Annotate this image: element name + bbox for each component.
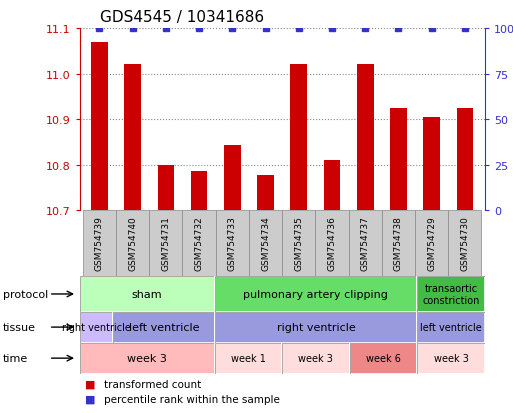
Text: GSM754729: GSM754729 bbox=[427, 215, 436, 270]
Bar bbox=[282, 343, 350, 374]
Bar bbox=[91, 43, 108, 211]
Bar bbox=[214, 343, 282, 374]
Bar bbox=[80, 343, 214, 374]
Bar bbox=[457, 108, 473, 211]
Bar bbox=[124, 65, 141, 211]
Text: GSM754730: GSM754730 bbox=[460, 215, 469, 270]
Bar bbox=[350, 343, 417, 374]
Bar bbox=[282, 343, 350, 374]
Text: tissue: tissue bbox=[3, 322, 35, 332]
Bar bbox=[249, 211, 282, 277]
Bar bbox=[350, 343, 417, 374]
Bar bbox=[113, 312, 214, 343]
Text: GSM754738: GSM754738 bbox=[394, 215, 403, 270]
Bar bbox=[415, 211, 448, 277]
Text: sham: sham bbox=[132, 289, 163, 299]
Bar bbox=[417, 312, 485, 343]
Bar bbox=[257, 175, 274, 211]
Bar bbox=[83, 211, 116, 277]
Bar bbox=[417, 277, 485, 312]
Text: GSM754732: GSM754732 bbox=[194, 215, 204, 270]
Text: GSM754737: GSM754737 bbox=[361, 215, 370, 270]
Text: week 3: week 3 bbox=[433, 353, 468, 363]
Bar bbox=[423, 118, 440, 211]
Bar bbox=[80, 277, 214, 312]
Text: GSM754733: GSM754733 bbox=[228, 215, 237, 270]
Bar bbox=[417, 312, 485, 343]
Bar bbox=[290, 65, 307, 211]
Bar bbox=[183, 211, 215, 277]
Bar bbox=[448, 211, 482, 277]
Bar bbox=[224, 146, 241, 211]
Text: week 1: week 1 bbox=[231, 353, 266, 363]
Bar bbox=[191, 172, 207, 211]
Bar bbox=[417, 343, 485, 374]
Bar bbox=[149, 211, 183, 277]
Bar bbox=[113, 312, 214, 343]
Text: GSM754740: GSM754740 bbox=[128, 215, 137, 270]
Text: week 3: week 3 bbox=[127, 353, 167, 363]
Text: GSM754739: GSM754739 bbox=[95, 215, 104, 270]
Bar bbox=[357, 65, 373, 211]
Text: right ventricle: right ventricle bbox=[277, 322, 356, 332]
Bar bbox=[215, 211, 249, 277]
Bar bbox=[214, 312, 417, 343]
Text: GSM754731: GSM754731 bbox=[162, 215, 170, 270]
Bar bbox=[282, 211, 315, 277]
Text: transaortic
constriction: transaortic constriction bbox=[422, 283, 480, 305]
Bar bbox=[315, 211, 349, 277]
Text: GSM754734: GSM754734 bbox=[261, 215, 270, 270]
Bar bbox=[80, 277, 214, 312]
Text: percentile rank within the sample: percentile rank within the sample bbox=[104, 394, 280, 404]
Bar bbox=[417, 343, 485, 374]
Text: GSM754736: GSM754736 bbox=[327, 215, 337, 270]
Bar bbox=[390, 108, 407, 211]
Bar bbox=[214, 277, 417, 312]
Bar bbox=[417, 277, 485, 312]
Text: GSM754735: GSM754735 bbox=[294, 215, 303, 270]
Text: transformed count: transformed count bbox=[104, 379, 202, 389]
Text: pulmonary artery clipping: pulmonary artery clipping bbox=[244, 289, 388, 299]
Text: week 3: week 3 bbox=[299, 353, 333, 363]
Text: left ventricle: left ventricle bbox=[420, 322, 482, 332]
Bar bbox=[80, 312, 113, 343]
Bar bbox=[80, 312, 113, 343]
Text: ■: ■ bbox=[85, 379, 95, 389]
Text: time: time bbox=[3, 353, 28, 363]
Bar bbox=[157, 165, 174, 211]
Bar bbox=[349, 211, 382, 277]
Text: protocol: protocol bbox=[3, 289, 48, 299]
Bar bbox=[214, 277, 417, 312]
Bar bbox=[214, 312, 417, 343]
Bar bbox=[324, 161, 340, 211]
Text: right ventricle: right ventricle bbox=[62, 322, 131, 332]
Text: ■: ■ bbox=[85, 394, 95, 404]
Bar bbox=[116, 211, 149, 277]
Text: left ventricle: left ventricle bbox=[129, 322, 199, 332]
Bar bbox=[382, 211, 415, 277]
Bar bbox=[80, 343, 214, 374]
Text: week 6: week 6 bbox=[366, 353, 401, 363]
Bar bbox=[214, 343, 282, 374]
Text: GDS4545 / 10341686: GDS4545 / 10341686 bbox=[100, 10, 264, 25]
